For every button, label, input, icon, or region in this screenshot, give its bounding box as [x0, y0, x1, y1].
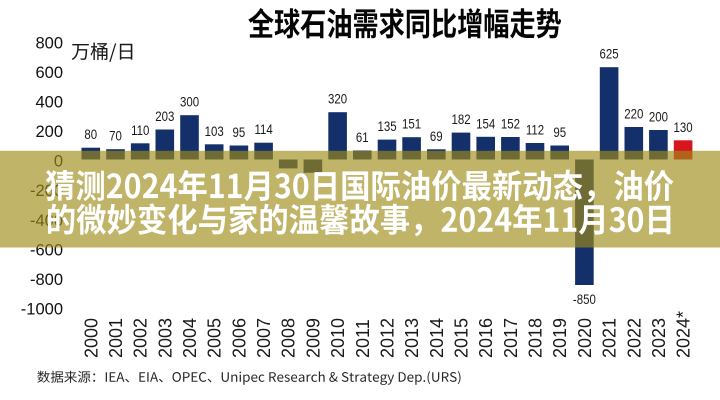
- svg-text:2001: 2001: [106, 318, 126, 358]
- svg-text:2007: 2007: [254, 318, 274, 358]
- svg-text:70: 70: [109, 129, 122, 144]
- svg-text:2016: 2016: [476, 318, 496, 358]
- svg-text:200: 200: [649, 110, 668, 125]
- svg-text:-850: -850: [573, 292, 596, 307]
- svg-text:61: 61: [356, 130, 369, 145]
- svg-text:2020: 2020: [575, 318, 595, 358]
- svg-text:114: 114: [254, 122, 272, 137]
- svg-text:95: 95: [233, 125, 246, 140]
- svg-text:400: 400: [35, 94, 63, 112]
- svg-text:-1000: -1000: [21, 300, 63, 318]
- svg-text:112: 112: [526, 123, 544, 138]
- svg-text:-800: -800: [30, 271, 63, 289]
- svg-text:2005: 2005: [205, 318, 225, 358]
- svg-text:95: 95: [553, 125, 566, 140]
- svg-text:320: 320: [328, 92, 347, 107]
- svg-text:103: 103: [205, 124, 224, 139]
- svg-text:2002: 2002: [131, 318, 151, 358]
- svg-text:2019: 2019: [550, 318, 570, 358]
- svg-text:2018: 2018: [526, 318, 546, 358]
- svg-text:152: 152: [501, 117, 520, 132]
- svg-text:154: 154: [476, 116, 495, 131]
- svg-text:2022: 2022: [624, 318, 644, 358]
- svg-text:2006: 2006: [229, 318, 249, 358]
- svg-text:69: 69: [430, 129, 443, 144]
- svg-text:2023: 2023: [649, 318, 669, 358]
- svg-text:2004: 2004: [180, 318, 200, 358]
- svg-text:2017: 2017: [501, 318, 521, 358]
- svg-text:135: 135: [377, 119, 396, 134]
- svg-text:151: 151: [402, 117, 421, 132]
- svg-text:182: 182: [451, 112, 470, 127]
- svg-text:800: 800: [35, 35, 63, 53]
- svg-text:300: 300: [180, 95, 199, 110]
- svg-text:2000: 2000: [81, 318, 101, 358]
- svg-text:2003: 2003: [155, 318, 175, 358]
- svg-text:2008: 2008: [279, 318, 299, 358]
- svg-text:200: 200: [35, 123, 63, 141]
- svg-text:2010: 2010: [328, 318, 348, 358]
- svg-text:110: 110: [131, 123, 149, 138]
- svg-text:203: 203: [155, 109, 174, 124]
- svg-text:600: 600: [35, 64, 63, 82]
- svg-text:2024*: 2024*: [674, 311, 694, 358]
- svg-text:2014: 2014: [427, 318, 447, 358]
- svg-text:2012: 2012: [378, 318, 398, 358]
- svg-text:2011: 2011: [353, 319, 373, 358]
- svg-text:220: 220: [624, 107, 643, 122]
- svg-text:625: 625: [600, 47, 619, 62]
- svg-text:2013: 2013: [402, 318, 422, 358]
- svg-text:2015: 2015: [452, 318, 472, 358]
- svg-text:2021: 2021: [600, 318, 620, 358]
- svg-text:2009: 2009: [303, 318, 323, 358]
- svg-text:80: 80: [84, 127, 97, 142]
- svg-text:130: 130: [674, 120, 693, 135]
